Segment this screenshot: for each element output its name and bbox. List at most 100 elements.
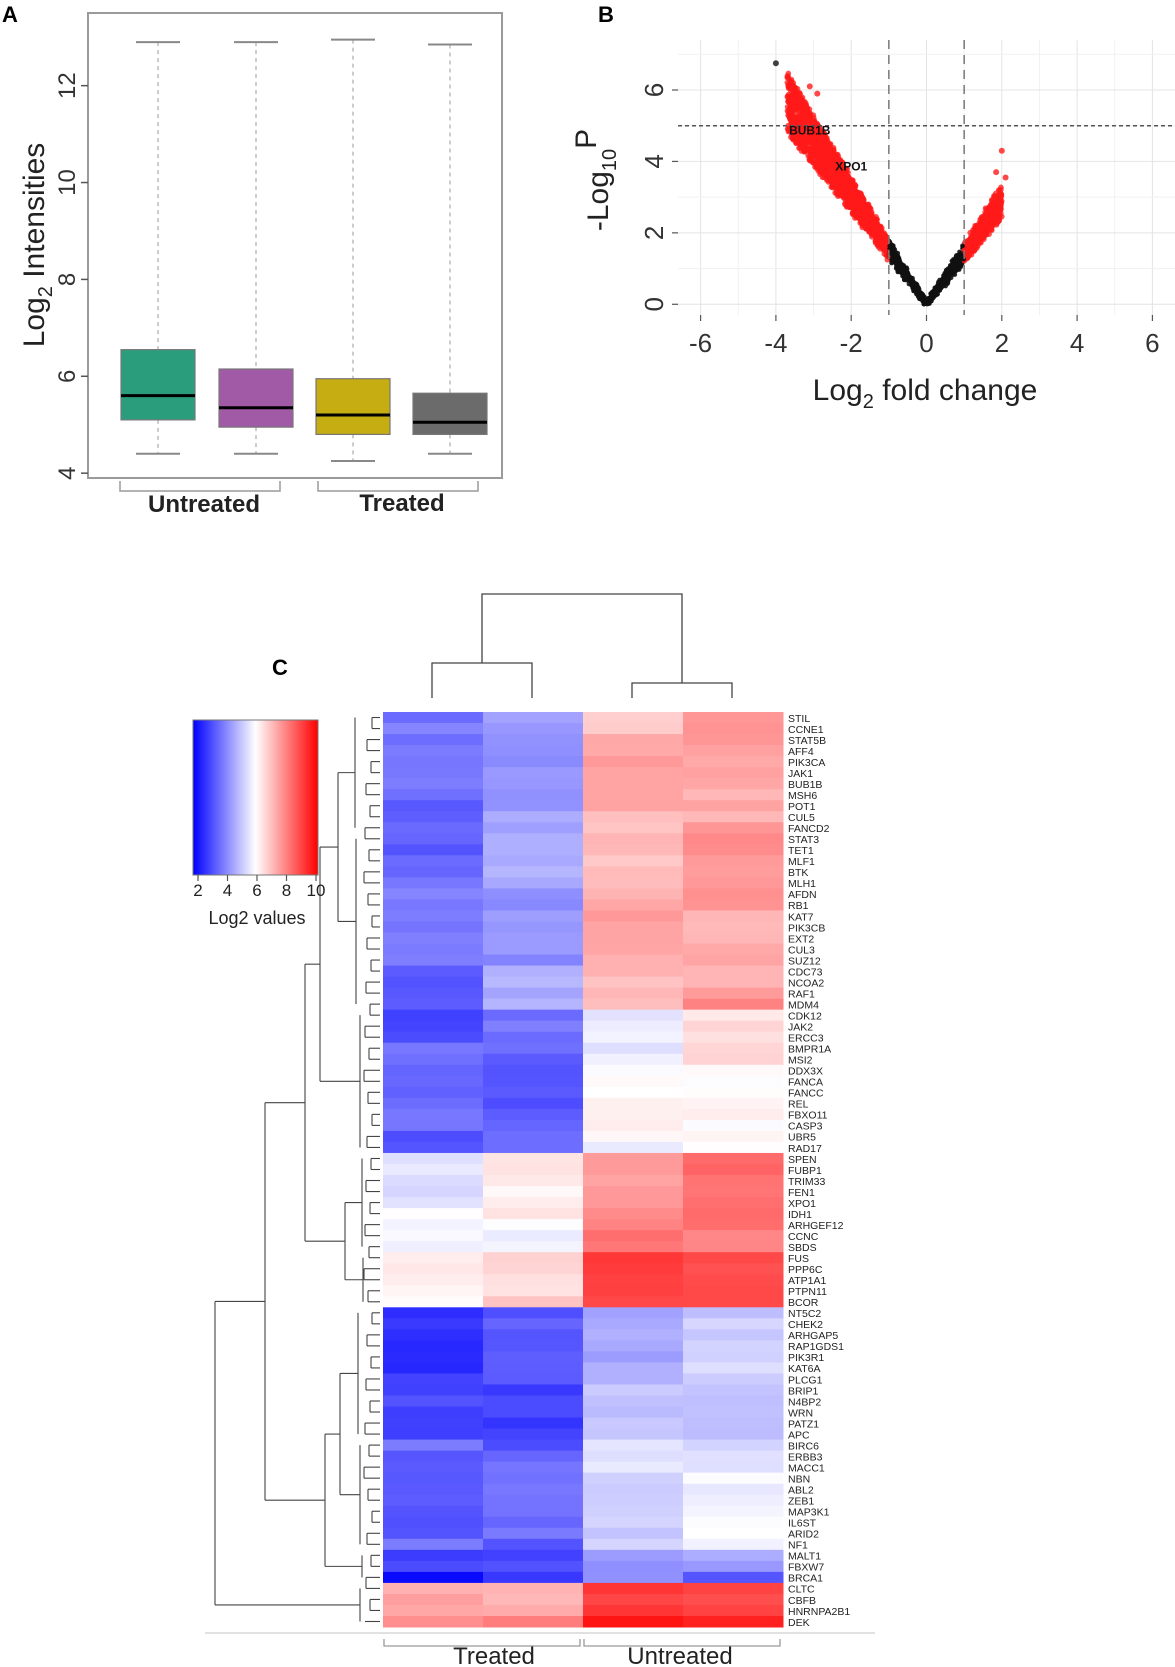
heatmap-cell <box>583 1373 684 1385</box>
gene-label-ercc3: ERCC3 <box>788 1033 824 1045</box>
heatmap-cell <box>583 1472 684 1485</box>
nonsignificant-point <box>917 295 923 300</box>
heatmap-cell <box>683 998 784 1011</box>
heatmap-cell <box>583 1307 684 1319</box>
heatmap-cell <box>383 1263 484 1275</box>
heatmap-cell <box>583 1009 684 1022</box>
heatmap-cell <box>683 1560 784 1573</box>
heatmap-cell <box>683 833 784 845</box>
gene-label-zeb1: ZEB1 <box>788 1496 814 1508</box>
heatmap-cell <box>483 1064 584 1077</box>
heatmap-cell <box>683 1417 784 1430</box>
gene-label-plcg1: PLCG1 <box>788 1374 823 1386</box>
significant-point <box>816 125 822 131</box>
heatmap-cell <box>583 1362 684 1374</box>
heatmap-cell <box>683 1252 784 1264</box>
heatmap-cell <box>583 965 684 978</box>
gene-label-cdk12: CDK12 <box>788 1010 822 1022</box>
heatmap-cell <box>583 1163 684 1176</box>
heatmap-cell <box>383 1494 484 1507</box>
heatmap-cell <box>483 1483 584 1496</box>
gene-label-ext2: EXT2 <box>788 933 814 945</box>
nonsignificant-point <box>960 243 965 249</box>
heatmap-cell <box>683 1604 784 1617</box>
significant-point <box>834 158 841 165</box>
color-legend-title: Log2 values <box>208 908 305 928</box>
heatmap-cell <box>583 833 684 845</box>
nonsignificant-point <box>897 258 903 264</box>
gene-label-fancc: FANCC <box>788 1088 824 1100</box>
heatmap-cell <box>483 844 584 856</box>
heatmap-cell <box>483 1527 584 1540</box>
boxes-a <box>120 38 488 463</box>
heatmap-cell <box>483 1230 584 1242</box>
heatmap-cell <box>583 1274 684 1286</box>
heatmap-cell <box>583 888 684 900</box>
gene-label-afdn: AFDN <box>788 889 817 901</box>
heatmap-cell <box>683 822 784 834</box>
heatmap-cell <box>383 833 484 845</box>
nonsignificant-point <box>901 270 906 275</box>
heatmap-cell <box>583 1219 684 1231</box>
box-body <box>120 349 196 421</box>
heatmap-cell <box>383 789 484 801</box>
significant-point <box>991 215 997 221</box>
heatmap-cell <box>583 1020 684 1033</box>
heatmap-cells <box>383 712 784 1628</box>
heatmap-cell <box>583 1064 684 1077</box>
significant-point <box>842 196 848 203</box>
box-plot-panel: 4 6 8 10 12 Log2 Intensities Untreated Treat… <box>18 12 503 518</box>
y-tick-label-a: 8 <box>54 273 81 286</box>
heatmap-cell <box>383 1053 484 1066</box>
heatmap-cell <box>683 866 784 878</box>
gene-label-cdc73: CDC73 <box>788 966 823 978</box>
nonsignificant-point <box>945 269 951 274</box>
heatmap-cell <box>583 712 684 724</box>
heatmap-cell <box>583 855 684 867</box>
heatmap-cell <box>383 1307 484 1319</box>
group-bracket-treated <box>317 481 479 492</box>
heatmap-cell <box>383 1020 484 1033</box>
gene-label-chek2: CHEK2 <box>788 1319 823 1331</box>
heatmap-cell <box>583 778 684 790</box>
heatmap-cell <box>483 976 584 989</box>
heatmap-cell <box>383 1318 484 1330</box>
nonsignificant-point <box>917 289 922 295</box>
heatmap-cell <box>383 1340 484 1352</box>
significant-point <box>868 212 875 219</box>
heatmap-cell <box>683 844 784 856</box>
significant-point <box>856 202 863 208</box>
y-tick-label-b: 2 <box>639 226 669 240</box>
heatmap-cell <box>583 954 684 967</box>
heatmap-cell <box>483 1296 584 1308</box>
heatmap-cell <box>483 767 584 779</box>
heatmap-cell <box>383 1075 484 1088</box>
heatmap-cell <box>583 1296 684 1308</box>
y-axis-label-b-subscript: 10 <box>599 149 621 171</box>
heatmap-cell <box>583 877 684 889</box>
heatmap-cell <box>583 1406 684 1419</box>
significant-point <box>835 182 841 189</box>
heatmap-cell <box>383 811 484 823</box>
heatmap-cell <box>683 1362 784 1374</box>
significant-point <box>967 244 974 251</box>
column-bracket-untreated <box>583 1639 781 1647</box>
significant-point <box>837 174 843 181</box>
heatmap-cell <box>483 1009 584 1022</box>
gene-label-kat7: KAT7 <box>788 911 814 923</box>
heatmap-cell <box>383 965 484 978</box>
heatmap-cell <box>583 1384 684 1396</box>
significant-point <box>802 146 808 152</box>
heatmap-cell <box>583 1318 684 1330</box>
gene-label-btk: BTK <box>788 867 808 879</box>
gene-label-cltc: CLTC <box>788 1584 815 1596</box>
heatmap-cell <box>683 800 784 812</box>
y-tick-label-a: 6 <box>54 370 81 383</box>
y-tick-label-b: 4 <box>639 154 669 168</box>
gene-label-fancd2: FANCD2 <box>788 823 830 835</box>
heatmap-cell <box>683 954 784 967</box>
heatmap-cell <box>483 954 584 967</box>
gene-label-rad17: RAD17 <box>788 1143 822 1155</box>
significant-point <box>788 126 795 132</box>
heatmap-cell <box>383 1384 484 1396</box>
